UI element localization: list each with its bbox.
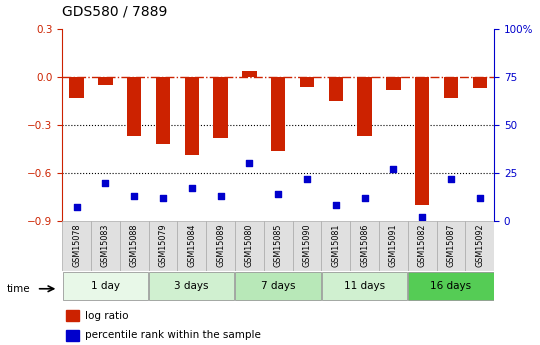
- Text: GSM15084: GSM15084: [187, 223, 196, 267]
- FancyBboxPatch shape: [148, 221, 177, 271]
- Text: GSM15090: GSM15090: [302, 223, 312, 267]
- Text: GSM15079: GSM15079: [158, 223, 167, 267]
- Bar: [213, 77, 228, 138]
- Bar: [415, 77, 429, 205]
- Point: [360, 195, 369, 200]
- Bar: [271, 77, 285, 151]
- Point: [418, 214, 427, 220]
- Text: GSM15085: GSM15085: [274, 223, 282, 267]
- FancyBboxPatch shape: [62, 221, 91, 271]
- FancyBboxPatch shape: [436, 221, 465, 271]
- Bar: [127, 77, 141, 136]
- Point: [245, 161, 254, 166]
- Bar: [242, 71, 256, 77]
- Point: [274, 191, 282, 197]
- FancyBboxPatch shape: [293, 221, 321, 271]
- Bar: [156, 77, 170, 144]
- Bar: [66, 310, 78, 321]
- Text: GSM15083: GSM15083: [101, 223, 110, 267]
- FancyBboxPatch shape: [321, 221, 350, 271]
- Text: GSM15091: GSM15091: [389, 223, 398, 267]
- FancyBboxPatch shape: [235, 273, 321, 300]
- Text: 7 days: 7 days: [261, 282, 295, 291]
- FancyBboxPatch shape: [350, 221, 379, 271]
- FancyBboxPatch shape: [379, 221, 408, 271]
- Bar: [300, 77, 314, 87]
- Text: GSM15078: GSM15078: [72, 223, 81, 267]
- Point: [447, 176, 455, 181]
- FancyBboxPatch shape: [63, 273, 148, 300]
- Text: GSM15082: GSM15082: [417, 223, 427, 267]
- Text: percentile rank within the sample: percentile rank within the sample: [85, 331, 260, 341]
- Bar: [98, 77, 112, 85]
- Text: GSM15087: GSM15087: [447, 223, 455, 267]
- Text: GDS580 / 7889: GDS580 / 7889: [62, 4, 167, 19]
- Point: [187, 186, 196, 191]
- Bar: [69, 77, 84, 98]
- Text: 16 days: 16 days: [430, 282, 471, 291]
- Text: log ratio: log ratio: [85, 310, 128, 321]
- Text: GSM15088: GSM15088: [130, 223, 139, 267]
- Text: GSM15086: GSM15086: [360, 223, 369, 267]
- Text: GSM15081: GSM15081: [331, 223, 340, 267]
- FancyBboxPatch shape: [322, 273, 407, 300]
- Bar: [386, 77, 401, 90]
- FancyBboxPatch shape: [206, 221, 235, 271]
- Text: time: time: [6, 284, 30, 294]
- Text: 3 days: 3 days: [174, 282, 209, 291]
- Text: 1 day: 1 day: [91, 282, 120, 291]
- Text: GSM15092: GSM15092: [475, 223, 484, 267]
- FancyBboxPatch shape: [120, 221, 148, 271]
- Point: [389, 166, 397, 172]
- Text: GSM15080: GSM15080: [245, 223, 254, 267]
- FancyBboxPatch shape: [264, 221, 293, 271]
- Point: [216, 193, 225, 199]
- Point: [475, 195, 484, 200]
- Bar: [185, 77, 199, 155]
- FancyBboxPatch shape: [177, 221, 206, 271]
- FancyBboxPatch shape: [408, 221, 436, 271]
- FancyBboxPatch shape: [91, 221, 120, 271]
- Point: [130, 193, 138, 199]
- FancyBboxPatch shape: [235, 221, 264, 271]
- Bar: [66, 330, 78, 341]
- Bar: [472, 77, 487, 88]
- Bar: [357, 77, 372, 136]
- Point: [332, 203, 340, 208]
- Bar: [444, 77, 458, 98]
- FancyBboxPatch shape: [408, 273, 494, 300]
- Point: [159, 195, 167, 200]
- Bar: [328, 77, 343, 101]
- Text: GSM15089: GSM15089: [216, 223, 225, 267]
- Point: [101, 180, 110, 185]
- FancyBboxPatch shape: [465, 221, 494, 271]
- Point: [302, 176, 311, 181]
- Text: 11 days: 11 days: [344, 282, 385, 291]
- Point: [72, 205, 81, 210]
- FancyBboxPatch shape: [149, 273, 234, 300]
